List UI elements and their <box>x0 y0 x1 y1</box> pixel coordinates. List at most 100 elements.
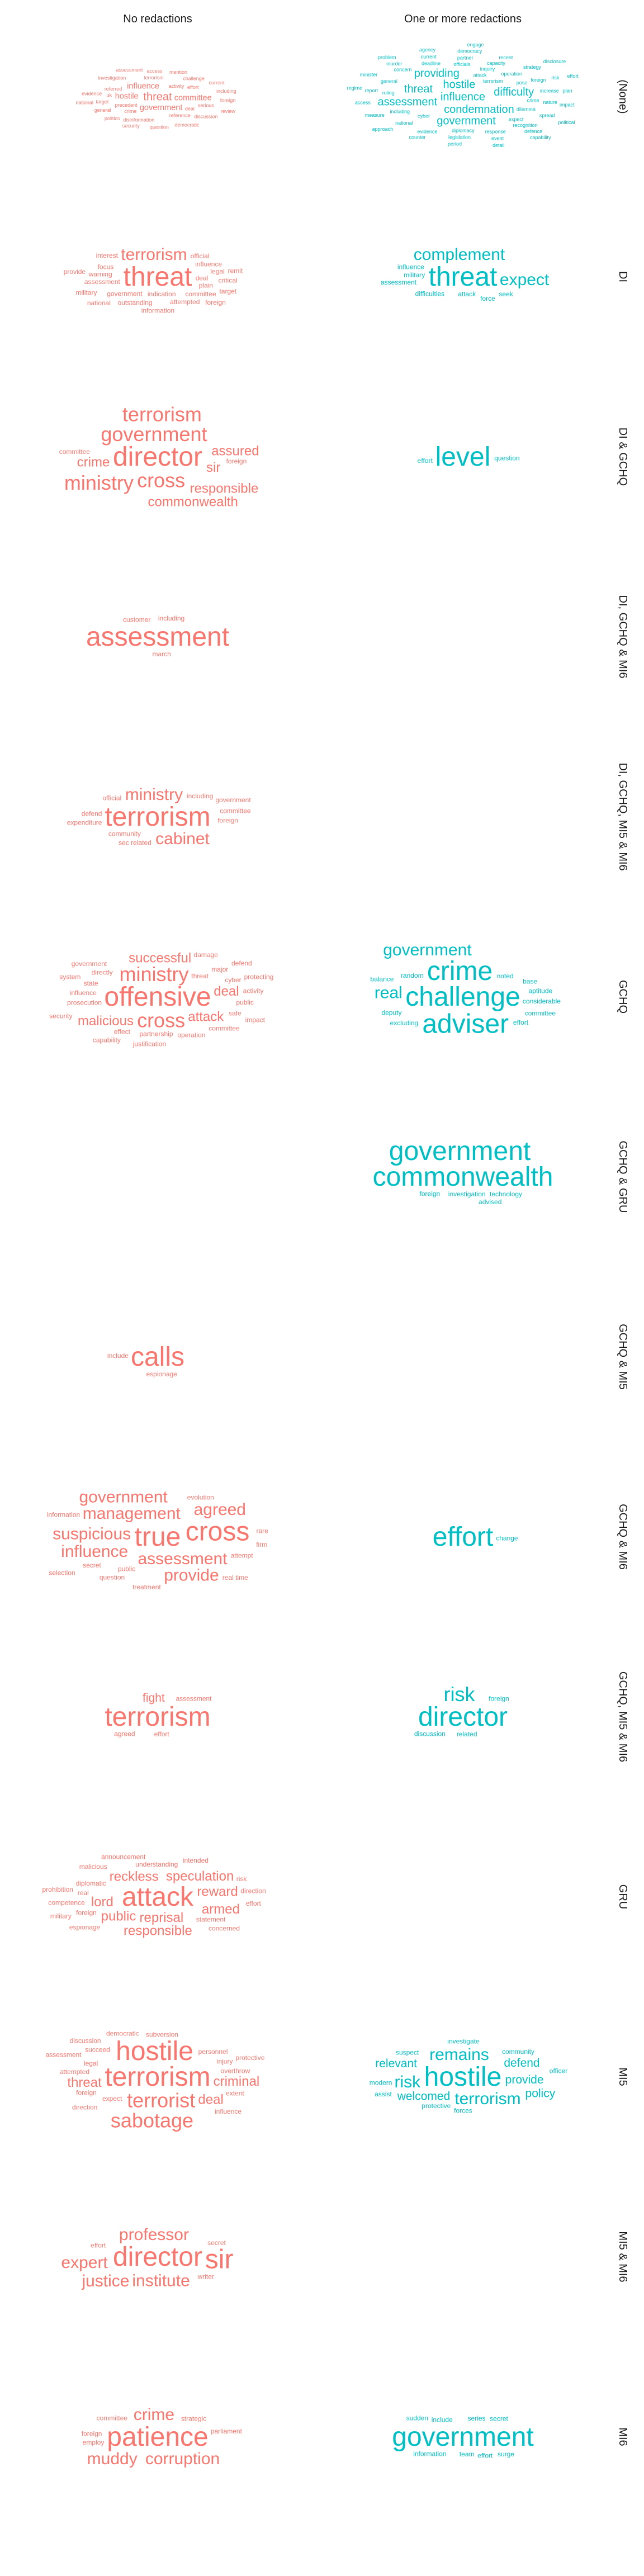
word-r0-c0-30: national <box>75 100 93 105</box>
word-r5-c0-15: partnership <box>139 1030 173 1038</box>
word-r11-c0-16: protective <box>235 2054 264 2062</box>
word-r11-c1-2: terrorism <box>454 2090 520 2108</box>
word-r0-c1-47: plan <box>563 88 572 93</box>
word-r0-c1-31: recognition <box>513 122 537 128</box>
word-r6-c1-2: investigation <box>448 1190 486 1198</box>
word-r5-c0-28: capability <box>93 1036 121 1044</box>
word-r13-c1-0: government <box>392 2422 533 2452</box>
word-r10-c0-20: announcement <box>101 1853 146 1860</box>
word-r13-c0-3: muddy <box>87 2450 138 2468</box>
word-r0-c0-16: disinformation <box>123 117 154 122</box>
word-r4-c0-5: defend <box>82 809 102 817</box>
word-r5-c1-2: adviser <box>422 1010 509 1039</box>
word-r3-c0-1: march <box>152 650 171 658</box>
word-r5-c1-9: base <box>523 977 537 985</box>
row-labels: (None) DI DI & GCHQ DI, GCHQ & MI6 DI, GCHQ,… <box>617 79 629 2446</box>
word-r1-c0-17: military <box>75 289 97 297</box>
word-r5-c1-13: balance <box>370 975 394 983</box>
word-r6-c1-1: government <box>389 1137 531 1166</box>
word-r0-c0-32: question <box>150 125 169 130</box>
word-r0-c0-10: crime <box>124 108 136 114</box>
word-r11-c0-15: extent <box>226 2090 244 2097</box>
word-r11-c0-19: subversion <box>146 2030 178 2038</box>
word-r0-c1-59: detail <box>493 143 505 148</box>
word-r0-c1-17: operation <box>501 71 522 77</box>
word-r0-c1-24: national <box>395 120 413 126</box>
word-r0-c1-2: condemnation <box>444 103 514 116</box>
word-r5-c0-13: public <box>236 998 253 1006</box>
word-r0-c1-43: impact <box>560 102 575 107</box>
word-r11-c0-18: assessment <box>46 2051 82 2058</box>
word-r0-c1-5: threat <box>404 83 433 95</box>
word-r1-c0-5: deal <box>196 274 209 282</box>
word-r0-c1-13: dilemma <box>517 106 536 112</box>
word-r0-c1-29: report <box>365 88 378 93</box>
word-r12-c0-8: writer <box>197 2273 214 2281</box>
word-r0-c0-2: hostile <box>115 92 139 101</box>
word-r8-c0-18: real time <box>222 1574 248 1581</box>
word-r1-c1-0: threat <box>429 262 498 292</box>
word-r13-c1-7: sudden <box>406 2414 428 2422</box>
word-r10-c0-0: attack <box>122 1882 194 1912</box>
word-r11-c0-13: foreign <box>76 2089 97 2097</box>
word-r0-c1-37: strategy <box>523 64 542 70</box>
word-r10-c0-17: malicious <box>79 1863 107 1871</box>
word-r4-c0-10: foreign <box>217 816 238 824</box>
word-r9-c1-4: foreign <box>489 1694 509 1702</box>
word-r9-c1-0: director <box>418 1702 508 1732</box>
word-r1-c1-6: influence <box>397 263 424 271</box>
word-r11-c0-1: hostile <box>116 2037 193 2066</box>
word-r0-c1-54: effort <box>567 73 579 79</box>
word-r0-c1-25: deadline <box>422 60 441 66</box>
word-r11-c1-1: remains <box>429 2045 489 2064</box>
word-r6-c1-3: technology <box>490 1190 522 1198</box>
word-r1-c1-2: expect <box>500 271 550 289</box>
word-r12-c0-7: secret <box>207 2239 226 2247</box>
word-r2-c0-2: cross <box>137 469 185 492</box>
word-r11-c0-10: legal <box>84 2059 98 2067</box>
word-r12-c0-0: director <box>113 2242 202 2272</box>
word-r0-c0-22: mention <box>169 69 187 75</box>
word-r11-c1-9: protective <box>422 2102 451 2110</box>
word-r1-c0-2: indication <box>148 290 176 298</box>
word-r0-c1-1: hostile <box>443 79 476 91</box>
word-r11-c0-8: overthrow <box>221 2067 250 2075</box>
word-r2-c0-4: terrorism <box>122 402 202 425</box>
word-r0-c1-20: officials <box>453 61 470 67</box>
word-r0-c1-45: recent <box>499 55 513 60</box>
word-r2-c0-6: assured <box>211 443 259 458</box>
word-r11-c1-8: policy <box>525 2087 556 2100</box>
word-r0-c1-49: counter <box>409 135 426 140</box>
word-r13-c0-2: corruption <box>145 2450 220 2468</box>
word-r5-c1-0: challenge <box>405 982 520 1012</box>
word-r11-c1-11: modern <box>370 2079 392 2087</box>
word-r8-c0-17: treatment <box>132 1583 161 1591</box>
word-r11-c1-15: assist <box>375 2090 392 2098</box>
word-r1-c1-4: difficulties <box>415 290 444 297</box>
row-label-2: DI & GCHQ <box>617 428 629 486</box>
word-r13-c0-5: employ <box>83 2438 105 2446</box>
word-r13-c1-1: team <box>460 2450 475 2458</box>
word-r4-c0-6: expenditure <box>67 818 102 826</box>
word-r11-c0-9: attempted <box>60 2068 89 2076</box>
word-r5-c1-11: excluding <box>390 1019 419 1027</box>
word-r12-c0-5: justice <box>81 2272 129 2290</box>
word-r11-c1-12: community <box>502 2048 534 2056</box>
word-r0-c1-16: inquiry <box>480 67 495 72</box>
word-r0-c0-21: access <box>147 68 163 74</box>
word-r0-c1-6: government <box>437 115 496 127</box>
word-r10-c0-10: statement <box>196 1916 226 1924</box>
word-r10-c0-23: effort <box>246 1900 262 1907</box>
word-r2-c0-3: ministry <box>64 471 134 494</box>
word-r9-c1-2: related <box>457 1730 477 1738</box>
row-label-3: DI, GCHQ & MI6 <box>617 595 629 679</box>
word-r11-c1-3: risk <box>395 2073 422 2091</box>
word-r11-c1-14: forces <box>454 2107 472 2115</box>
word-r2-c1-2: question <box>494 454 519 462</box>
word-r1-c0-22: foreign <box>205 299 226 306</box>
word-r0-c1-15: ruling <box>382 90 395 96</box>
word-r9-c0-0: terrorism <box>105 1702 210 1732</box>
word-r2-c0-8: commonwealth <box>148 495 238 510</box>
word-r11-c0-6: deal <box>198 2092 223 2108</box>
word-r0-c1-27: nature <box>543 100 557 105</box>
